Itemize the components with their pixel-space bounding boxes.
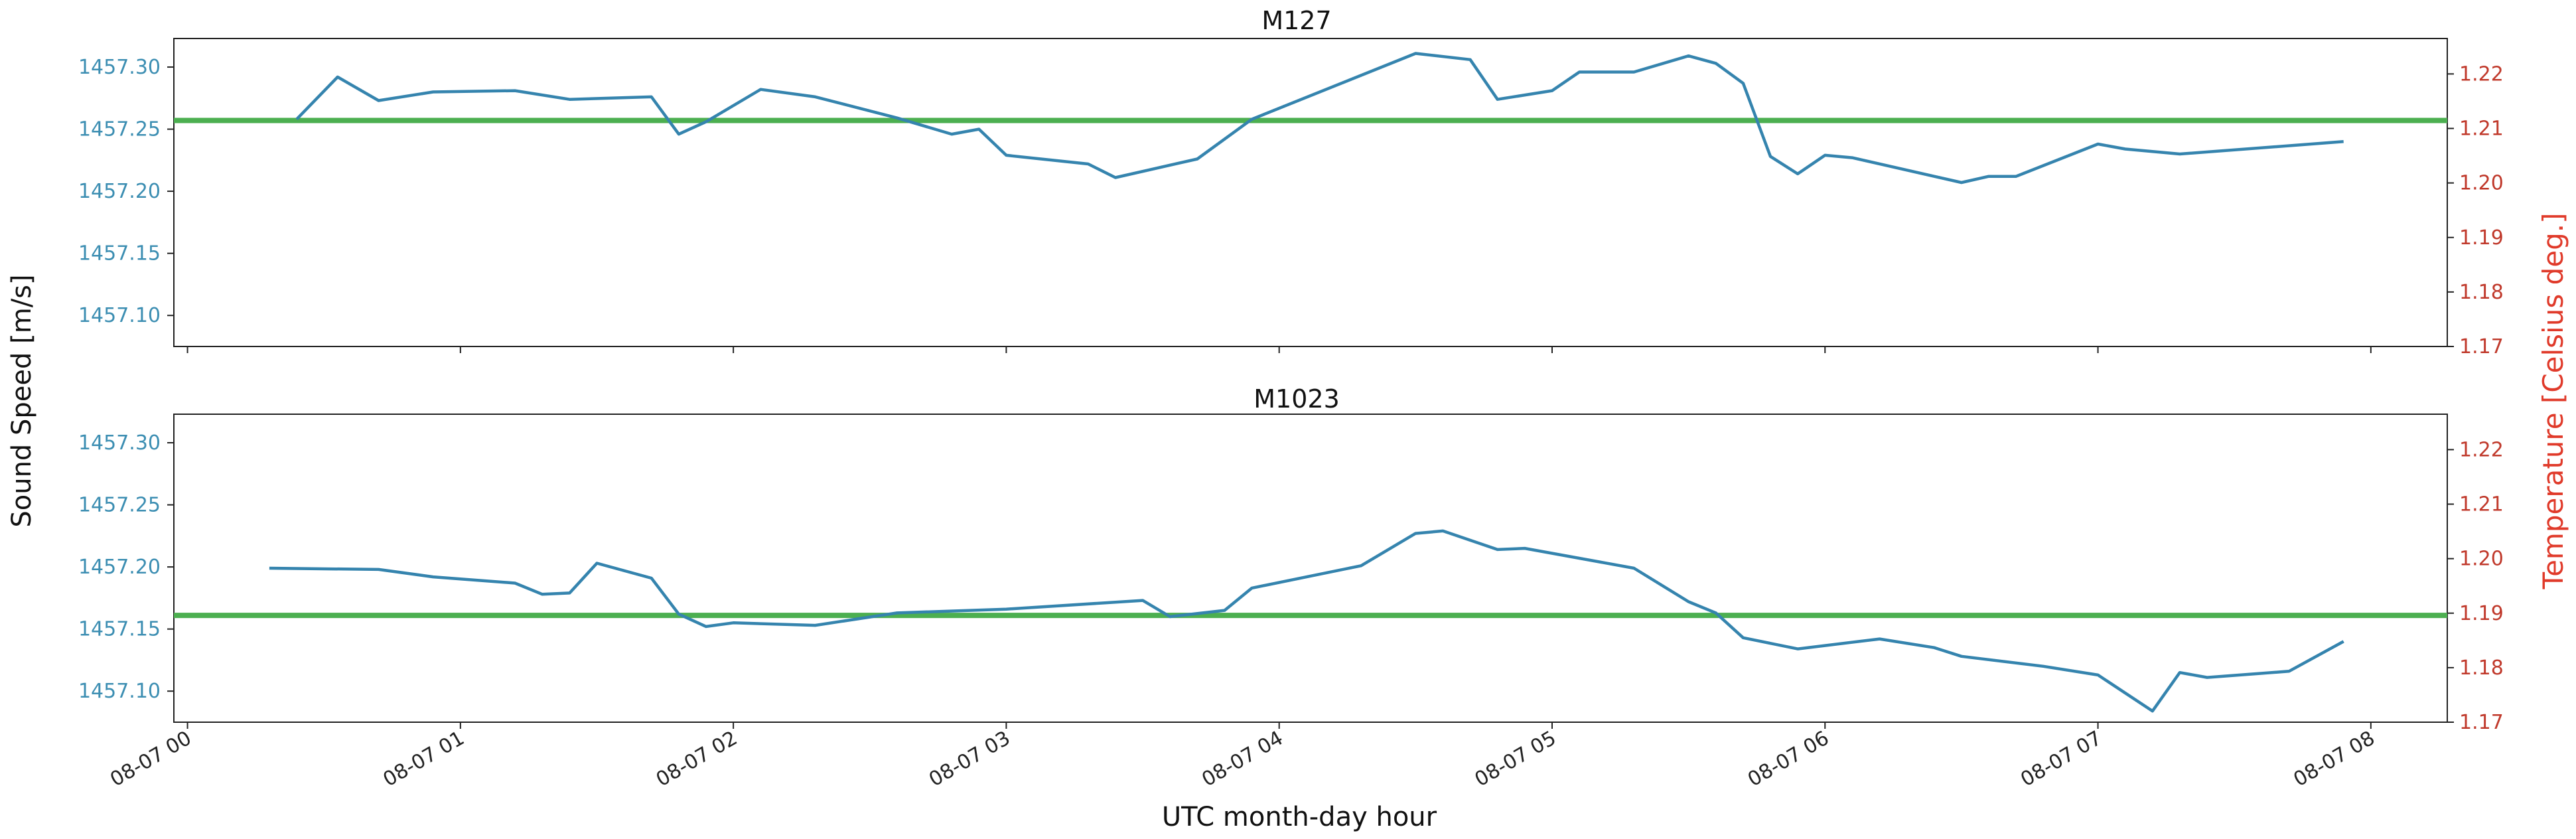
x-tick-label: 08-07 01 xyxy=(380,727,468,792)
y2-tick-label: 1.18 xyxy=(2459,281,2504,304)
y2-tick-label: 1.19 xyxy=(2459,226,2504,250)
x-tick-label: 08-07 07 xyxy=(2017,727,2106,792)
y2-tick-label: 1.22 xyxy=(2459,62,2504,86)
y-tick-label: 1457.30 xyxy=(78,431,161,455)
series-line xyxy=(295,52,2344,185)
y2-tick-label: 1.17 xyxy=(2459,335,2504,358)
y2-axis-title: Temperature [Celsius deg.] xyxy=(2537,213,2569,590)
y-tick-label: 1457.25 xyxy=(78,494,161,517)
x-tick-label: 08-07 02 xyxy=(652,727,741,792)
y2-tick-label: 1.17 xyxy=(2459,711,2504,734)
y2-tick-label: 1.20 xyxy=(2459,172,2504,195)
y2-tick-label: 1.21 xyxy=(2459,493,2504,516)
y-tick-label: 1457.30 xyxy=(78,56,161,79)
plot-frame xyxy=(173,38,2448,347)
y2-tick-label: 1.20 xyxy=(2459,548,2504,571)
y-tick-label: 1457.10 xyxy=(78,304,161,327)
x-tick-label: 08-07 08 xyxy=(2290,727,2379,792)
shared-x-axis: 08-07 00 08-07 01 08-07 02 08-07 03 08-07 04… xyxy=(106,727,2379,792)
x-tick-label: 08-07 00 xyxy=(106,727,195,792)
y2-tick-label: 1.18 xyxy=(2459,656,2504,680)
y-tick-label: 1457.25 xyxy=(78,118,161,141)
y-tick-label: 1457.10 xyxy=(78,680,161,703)
panel-title-m127: M127 xyxy=(1261,6,1331,35)
series-line xyxy=(269,529,2344,713)
x-tick-label: 08-07 03 xyxy=(925,727,1014,792)
y-tick-label: 1457.20 xyxy=(78,556,161,579)
panel-m1023: 1457.10 1457.15 1457.20 1457.25 1457.30 1.17 1… xyxy=(78,414,2504,734)
panel-title-m1023: M1023 xyxy=(1253,384,1340,414)
y-tick-label: 1457.15 xyxy=(78,242,161,266)
y2-tick-label: 1.19 xyxy=(2459,602,2504,625)
plot-frame xyxy=(173,414,2448,723)
panel-m127: 1457.10 1457.15 1457.20 1457.25 1457.30 1.17 1… xyxy=(78,38,2504,358)
x-tick-label: 08-07 04 xyxy=(1198,727,1287,792)
x-axis-title: UTC month-day hour xyxy=(1162,802,1437,832)
y2-tick-label: 1.21 xyxy=(2459,117,2504,141)
y-axis-title: Sound Speed [m/s] xyxy=(7,274,37,527)
y-tick-label: 1457.20 xyxy=(78,180,161,203)
y-tick-label: 1457.15 xyxy=(78,618,161,641)
y2-tick-label: 1.22 xyxy=(2459,438,2504,461)
x-tick-label: 08-07 05 xyxy=(1471,727,1560,792)
x-tick-label: 08-07 06 xyxy=(1744,727,1833,792)
